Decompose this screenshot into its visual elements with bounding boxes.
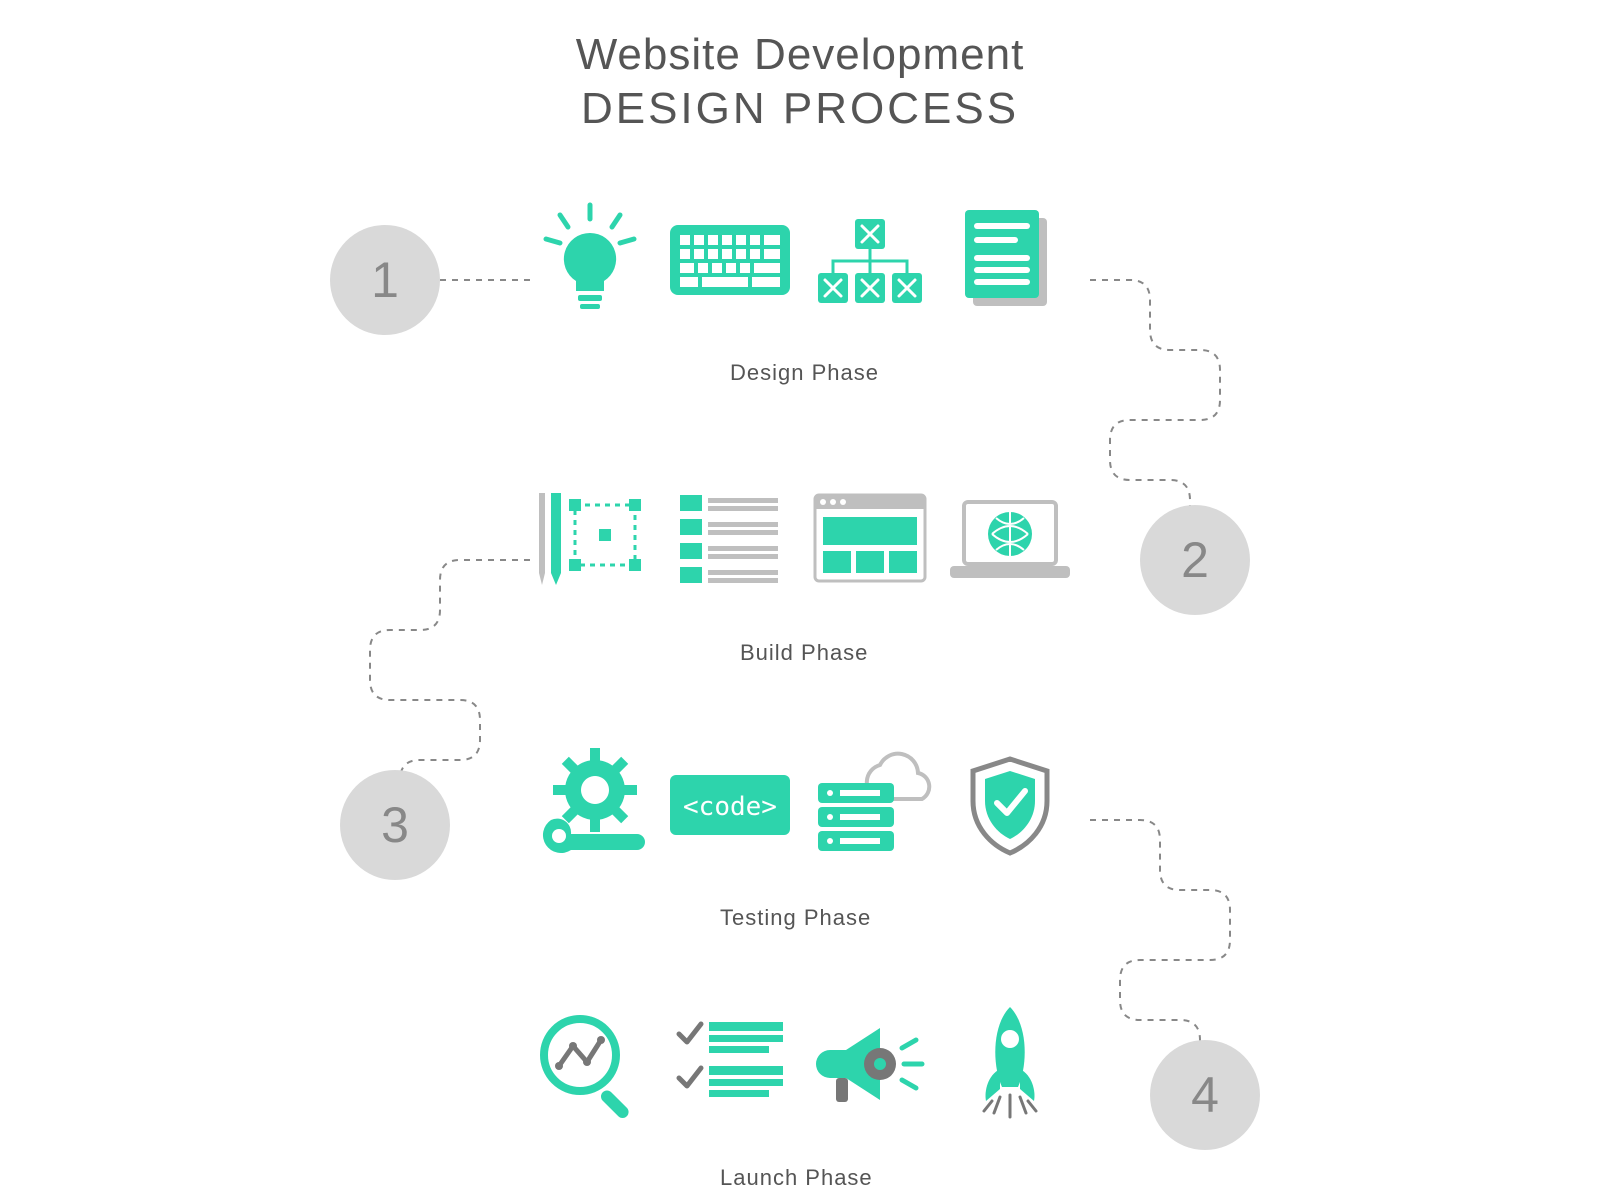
- step-number: 4: [1191, 1066, 1219, 1124]
- gear-wrench-icon: [540, 755, 640, 855]
- connector-4: [1090, 820, 1230, 1055]
- wireframe-icon: [820, 490, 920, 590]
- caption-testing: Testing Phase: [720, 905, 871, 931]
- row-launch: [540, 1015, 1060, 1115]
- caption-launch: Launch Phase: [720, 1165, 873, 1191]
- step-badge-3: 3: [340, 770, 450, 880]
- list-icon: [680, 490, 780, 590]
- step-number: 1: [371, 251, 399, 309]
- checklist-icon: [680, 1015, 780, 1115]
- connector-2: [1090, 280, 1220, 520]
- caption-design: Design Phase: [730, 360, 879, 386]
- step-number: 3: [381, 796, 409, 854]
- step-badge-1: 1: [330, 225, 440, 335]
- sitemap-icon: [820, 210, 920, 310]
- laptop-globe-icon: [960, 490, 1060, 590]
- caption-build: Build Phase: [740, 640, 868, 666]
- rocket-icon: [960, 1015, 1060, 1115]
- document-icon: [960, 210, 1060, 310]
- infographic-stage: Website Development DESIGN PROCESS 1 2 3…: [0, 0, 1600, 1200]
- row-build: [540, 490, 1060, 590]
- design-tools-icon: [540, 490, 640, 590]
- step-badge-2: 2: [1140, 505, 1250, 615]
- lightbulb-icon: [540, 210, 640, 310]
- svg-text:<code>: <code>: [683, 792, 777, 822]
- connector-3: [370, 560, 530, 800]
- row-testing: <code>: [540, 755, 1060, 855]
- step-badge-4: 4: [1150, 1040, 1260, 1150]
- shield-check-icon: [960, 755, 1060, 855]
- server-cloud-icon: [820, 755, 920, 855]
- step-number: 2: [1181, 531, 1209, 589]
- keyboard-icon: [680, 210, 780, 310]
- magnify-chart-icon: [540, 1015, 640, 1115]
- code-icon: <code>: [680, 755, 780, 855]
- megaphone-icon: [820, 1015, 920, 1115]
- row-design: [540, 210, 1060, 310]
